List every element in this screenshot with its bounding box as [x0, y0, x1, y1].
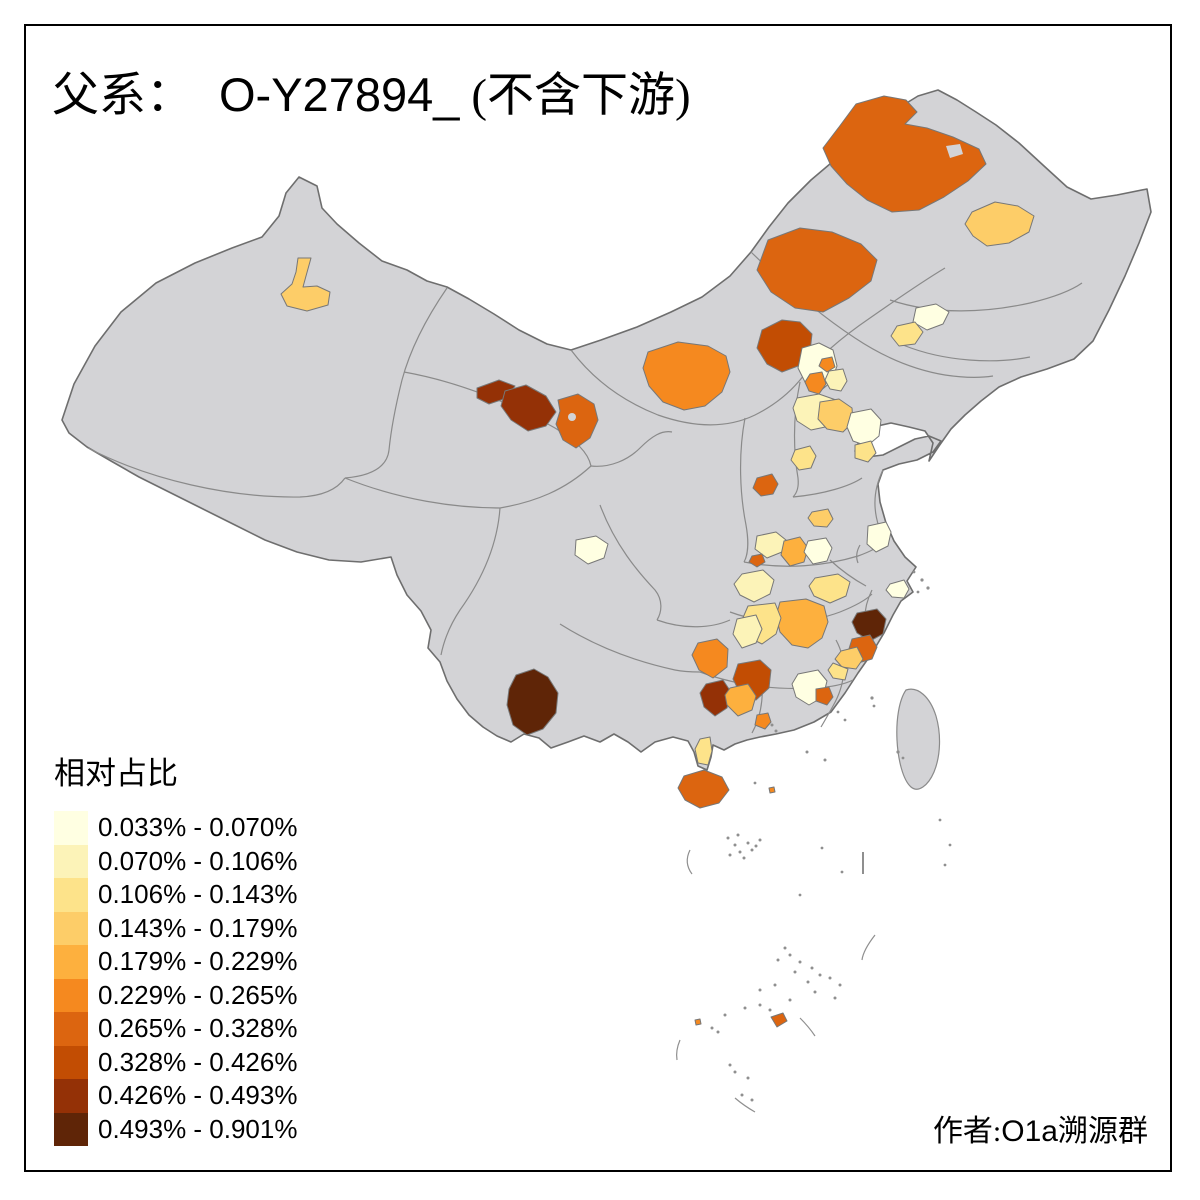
map-region-zhengzhou [752, 473, 779, 497]
map-region-hainan [677, 769, 730, 809]
map-region-islet-orange-2 [694, 1018, 702, 1026]
map-region-harbin [964, 201, 1035, 247]
map-region-jiangsu-cream [866, 521, 892, 553]
legend-label: 0.265% - 0.328% [98, 1013, 298, 1043]
legend-label: 0.070% - 0.106% [98, 845, 298, 876]
map-region-leizhou [694, 736, 713, 766]
credit-group-code: O1a [1001, 1115, 1058, 1148]
map-region-zhaoqing [724, 683, 757, 717]
legend-label: 0.143% - 0.179% [98, 912, 298, 943]
map-region-chengde [824, 368, 848, 392]
legend-swatch [54, 878, 88, 912]
page-title: 父系： O-Y27894_ (不含下游) [52, 56, 691, 125]
map-region-changji [280, 257, 331, 312]
title-haplogroup-code: O-Y27894_ [219, 68, 460, 121]
legend-swatch [54, 978, 88, 1012]
map-region-xilingol [756, 227, 878, 313]
legend-row: 0.033% - 0.070% [54, 811, 297, 845]
map-region-liaoning-yellow [890, 321, 924, 347]
legend-label: 0.229% - 0.265% [98, 979, 298, 1010]
colored-regions [280, 95, 1035, 1028]
legend-swatch [54, 811, 88, 845]
map-region-jinan [846, 408, 882, 447]
legend-row: 0.426% - 0.493% [54, 1079, 297, 1113]
map-region-shijiazhuang [790, 445, 817, 471]
legend-swatch [54, 1112, 88, 1146]
map-region-islet-orange-1 [768, 786, 776, 794]
credit-prefix: 作者: [932, 1115, 1002, 1148]
legend-title: 相对占比 [54, 756, 178, 791]
map-region-island-orange [770, 1012, 788, 1028]
legend-row: 0.229% - 0.265% [54, 978, 298, 1012]
legend-swatch [54, 1079, 88, 1113]
map-region-hubei-dot [748, 553, 766, 568]
map-region-wuzhou [699, 679, 732, 717]
map-region-anhui-yellow [808, 573, 851, 604]
title-prefix: 父系： [52, 70, 193, 122]
legend-row: 0.328% - 0.426% [54, 1045, 298, 1079]
map-region-zibo [854, 440, 877, 463]
map-region-shanghai-cream [885, 579, 910, 599]
map-region-hulunbuir [822, 95, 987, 213]
map-region-quanzhou [815, 686, 834, 706]
legend: 相对占比 0.033% - 0.070% 0.070% - 0.106% 0.1… [54, 748, 297, 1146]
legend-swatch [54, 1045, 88, 1079]
legend-swatch [54, 1012, 88, 1046]
legend-label: 0.033% - 0.070% [98, 812, 298, 842]
legend-row: 0.179% - 0.229% [54, 945, 297, 979]
map-region-quzhou [827, 662, 849, 681]
legend-label: 0.493% - 0.901% [98, 1113, 298, 1144]
mainland-outline [61, 89, 1152, 771]
map-region-bayannur [642, 341, 731, 411]
map-region-lishui [834, 646, 864, 670]
map-region-chengdu [574, 535, 609, 565]
map-region-taizhou-zhejiang [851, 608, 887, 642]
map-region-suizhou [780, 536, 809, 567]
map-region-anhui-cream [803, 537, 833, 565]
legend-row: 0.070% - 0.106% [54, 844, 298, 878]
legend-row: 0.143% - 0.179% [54, 911, 298, 945]
legend-label: 0.179% - 0.229% [98, 946, 298, 976]
map-region-hole [946, 144, 963, 158]
map-region-hole [568, 413, 576, 421]
island-specks [676, 570, 952, 1113]
legend-row: 0.106% - 0.143% [54, 878, 297, 912]
legend-label: 0.106% - 0.143% [98, 879, 298, 909]
legend-swatch [54, 911, 88, 945]
taiwan-island [896, 688, 941, 790]
map-region-puer [506, 668, 559, 736]
islands [896, 688, 941, 790]
legend-swatch [54, 844, 88, 878]
legend-label: 0.426% - 0.493% [98, 1080, 298, 1110]
author-credit: 作者:O1a溯源群 [933, 1106, 1148, 1150]
map-region-guilin [691, 638, 729, 679]
map-region-guangdong-coast [754, 712, 772, 730]
legend-label: 0.328% - 0.426% [98, 1046, 298, 1077]
map-region-zhangye [500, 384, 557, 432]
map-region-beijing [818, 356, 836, 373]
map-region-hengyang [732, 614, 763, 649]
legend-swatch [54, 945, 88, 979]
legend-row: 0.493% - 0.901% [54, 1112, 298, 1146]
legend-row: 0.265% - 0.328% [54, 1012, 297, 1046]
map-region-shangqiu [807, 508, 834, 528]
map-region-lanzhou [555, 393, 599, 449]
map-region-yueyang [733, 569, 775, 603]
title-suffix: (不含下游) [471, 70, 691, 122]
credit-suffix: 溯源群 [1058, 1115, 1148, 1148]
